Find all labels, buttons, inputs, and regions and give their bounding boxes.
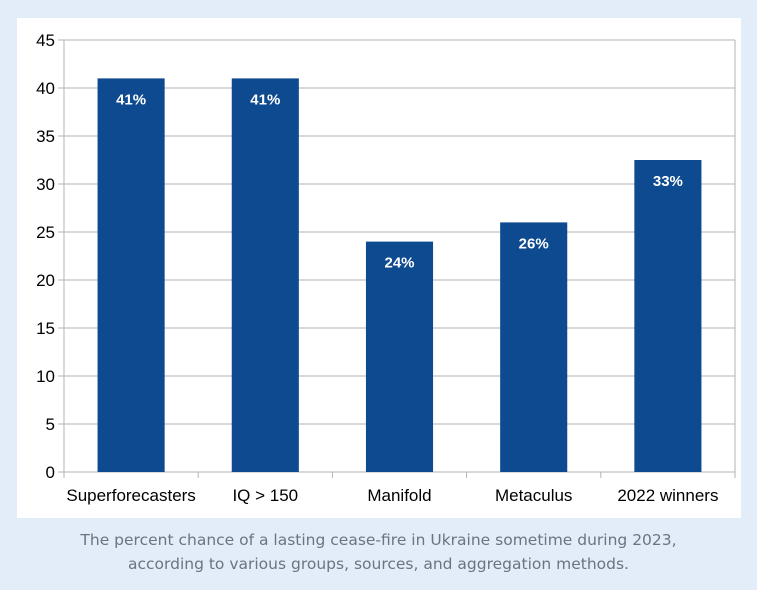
y-tick-label: 10 (36, 367, 55, 386)
y-tick-label: 20 (36, 271, 55, 290)
caption-line-2: according to various groups, sources, an… (127, 555, 629, 573)
y-tick-label: 25 (36, 223, 55, 242)
y-tick-label: 15 (36, 319, 55, 338)
y-tick-label: 35 (36, 127, 55, 146)
y-tick-label: 45 (36, 31, 55, 50)
y-tick-label: 40 (36, 79, 55, 98)
x-tick-label: Metaculus (495, 486, 572, 505)
x-tick-label: Manifold (367, 486, 431, 505)
bar (500, 222, 568, 472)
bar (231, 78, 299, 473)
bar-data-label: 24% (384, 255, 414, 272)
bar-data-label: 26% (519, 235, 549, 252)
bar-data-label: 41% (116, 91, 146, 108)
y-tick-label: 0 (46, 463, 55, 482)
y-tick-label: 5 (46, 415, 55, 434)
caption-line-1: The percent chance of a lasting cease-fi… (80, 531, 677, 549)
bar-data-label: 41% (250, 91, 280, 108)
bar (365, 241, 434, 472)
bar-chart: 0 5 10 15 20 25 30 35 40 45 41% Superforecasters 41%… (36, 31, 736, 505)
bar (97, 78, 165, 473)
x-tick-label: Superforecasters (66, 486, 195, 505)
x-tick-label: 2022 winners (617, 486, 718, 505)
y-tick-label: 30 (36, 175, 55, 194)
chart-panel: 0 5 10 15 20 25 30 35 40 45 41% Superforecasters 41%… (17, 18, 741, 518)
bar-data-label: 33% (653, 173, 683, 190)
x-tick-label: IQ > 150 (232, 486, 298, 505)
chart-caption: The percent chance of a lasting cease-fi… (0, 528, 757, 576)
bar (634, 160, 702, 472)
